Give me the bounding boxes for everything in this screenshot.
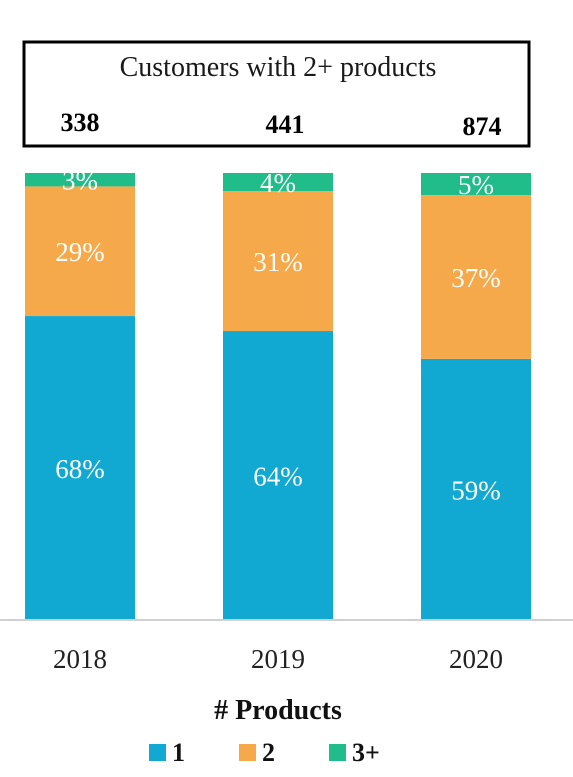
legend-swatch-3plus xyxy=(329,744,346,761)
legend-swatch-2 xyxy=(239,744,256,761)
bar-segment-2019-1 xyxy=(223,331,333,620)
bar-segment-2019-2 xyxy=(223,191,333,332)
data-label-2019-1: 64% xyxy=(253,462,303,492)
data-label-2020-2: 37% xyxy=(451,263,501,293)
legend-swatch-1 xyxy=(149,744,166,761)
legend-label-1: 1 xyxy=(172,738,185,767)
bar-segment-2020-3plus xyxy=(421,173,531,196)
annotation-count-2018: 338 xyxy=(61,108,100,137)
annotation-box-title: Customers with 2+ products xyxy=(120,52,437,83)
x-tick-2020: 2020 xyxy=(449,644,503,674)
annotation-count-2019: 441 xyxy=(266,110,305,139)
x-tick-2019: 2019 xyxy=(251,644,305,674)
data-label-2018-3plus: 3% xyxy=(62,166,98,196)
legend-label-2: 2 xyxy=(262,738,275,767)
legend-title: # Products xyxy=(214,695,342,726)
bar-segment-2018-2 xyxy=(25,186,135,317)
bar-group: 68% 29% 3% 64% 31% 4% 59% 37% 5% xyxy=(25,166,531,620)
data-label-2018-2: 29% xyxy=(55,237,105,267)
bar-segment-2018-3plus xyxy=(25,173,135,187)
bar-segment-2020-1 xyxy=(421,358,531,620)
data-label-2019-2: 31% xyxy=(253,247,303,277)
bar-segment-2018-1 xyxy=(25,316,135,620)
data-label-2019-3plus: 4% xyxy=(260,168,296,198)
annotation-count-2020: 874 xyxy=(463,112,502,141)
legend: 1 2 3+ xyxy=(149,738,380,767)
data-label-2020-1: 59% xyxy=(451,475,501,505)
legend-label-3plus: 3+ xyxy=(352,738,380,767)
annotation-box xyxy=(22,40,531,148)
data-label-2020-3plus: 5% xyxy=(458,170,494,200)
data-label-2018-1: 68% xyxy=(55,454,105,484)
bar-segment-2019-3plus xyxy=(223,173,333,192)
x-tick-2018: 2018 xyxy=(53,644,107,674)
bar-segment-2020-2 xyxy=(421,195,531,359)
